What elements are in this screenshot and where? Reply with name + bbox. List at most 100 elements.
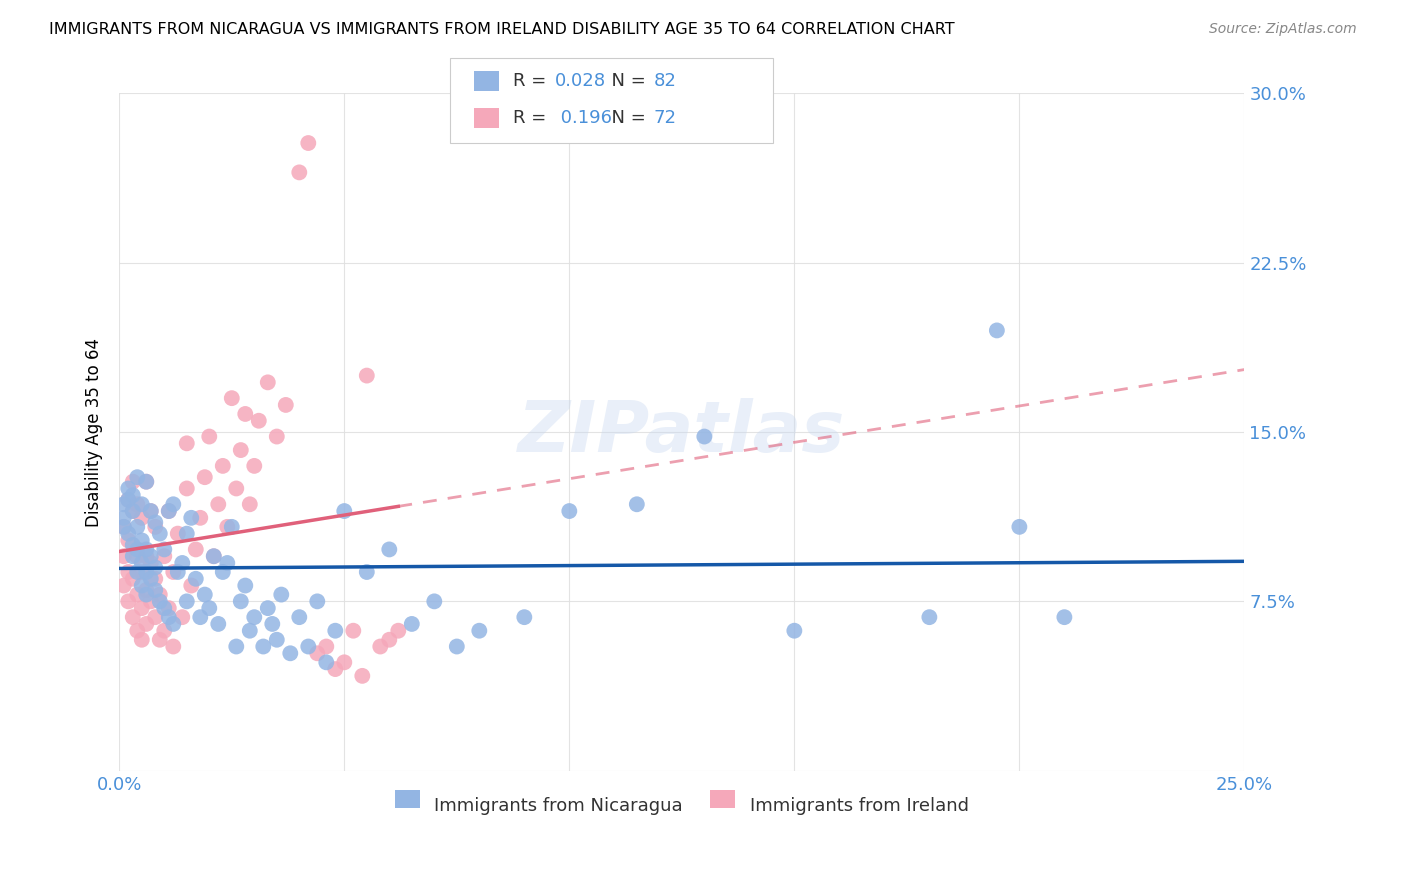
Point bbox=[127, 588, 149, 602]
Point bbox=[166, 526, 188, 541]
Point bbox=[139, 504, 162, 518]
Point bbox=[198, 429, 221, 443]
Text: R =: R = bbox=[513, 72, 553, 90]
Point bbox=[112, 549, 135, 564]
Point bbox=[176, 594, 198, 608]
Legend: Immigrants from Nicaragua, Immigrants from Ireland: Immigrants from Nicaragua, Immigrants fr… bbox=[388, 789, 976, 822]
Point bbox=[356, 565, 378, 579]
Point bbox=[139, 572, 162, 586]
Point bbox=[135, 616, 157, 631]
Point bbox=[127, 520, 149, 534]
Y-axis label: Disability Age 35 to 64: Disability Age 35 to 64 bbox=[86, 337, 103, 526]
Point bbox=[153, 601, 176, 615]
Point bbox=[117, 565, 139, 579]
Point bbox=[297, 136, 319, 150]
Point bbox=[166, 565, 188, 579]
Point bbox=[352, 669, 374, 683]
Point bbox=[135, 475, 157, 489]
Point bbox=[157, 610, 180, 624]
Point bbox=[233, 407, 256, 421]
Point bbox=[266, 429, 288, 443]
Point bbox=[217, 556, 239, 570]
Point bbox=[239, 497, 262, 511]
Point bbox=[112, 520, 135, 534]
Point bbox=[194, 470, 217, 484]
Text: ZIPatlas: ZIPatlas bbox=[519, 398, 845, 467]
Point bbox=[127, 565, 149, 579]
Point bbox=[143, 520, 166, 534]
Point bbox=[162, 497, 184, 511]
Point bbox=[143, 583, 166, 598]
Point bbox=[323, 662, 346, 676]
Point bbox=[121, 549, 143, 564]
Point bbox=[162, 640, 184, 654]
Point bbox=[127, 624, 149, 638]
Point bbox=[112, 578, 135, 592]
Point bbox=[180, 511, 202, 525]
Point bbox=[135, 588, 157, 602]
Text: Source: ZipAtlas.com: Source: ZipAtlas.com bbox=[1209, 22, 1357, 37]
Point bbox=[239, 624, 262, 638]
Point bbox=[288, 165, 311, 179]
Point bbox=[180, 578, 202, 592]
Point bbox=[153, 624, 176, 638]
Point bbox=[139, 549, 162, 564]
Point bbox=[162, 616, 184, 631]
Point bbox=[121, 504, 143, 518]
Point bbox=[423, 594, 446, 608]
Point bbox=[149, 588, 172, 602]
Point bbox=[127, 470, 149, 484]
Point bbox=[198, 601, 221, 615]
Point bbox=[135, 583, 157, 598]
Point bbox=[131, 511, 153, 525]
Point bbox=[342, 624, 364, 638]
Point bbox=[225, 482, 247, 496]
Point bbox=[162, 565, 184, 579]
Point bbox=[153, 549, 176, 564]
Point bbox=[157, 504, 180, 518]
Point bbox=[1053, 610, 1076, 624]
Point bbox=[207, 616, 229, 631]
Point bbox=[176, 482, 198, 496]
Point bbox=[207, 497, 229, 511]
Point bbox=[274, 398, 297, 412]
Point bbox=[266, 632, 288, 647]
Point bbox=[188, 610, 211, 624]
Point bbox=[117, 533, 139, 548]
Point bbox=[297, 640, 319, 654]
Point bbox=[188, 511, 211, 525]
Point bbox=[401, 616, 423, 631]
Point bbox=[307, 646, 329, 660]
Point bbox=[211, 458, 233, 473]
Point bbox=[1008, 520, 1031, 534]
Point bbox=[256, 601, 278, 615]
Point bbox=[278, 646, 301, 660]
Point bbox=[986, 323, 1008, 337]
Point bbox=[307, 594, 329, 608]
Point bbox=[356, 368, 378, 383]
Point bbox=[131, 533, 153, 548]
Point bbox=[157, 601, 180, 615]
Point bbox=[143, 610, 166, 624]
Point bbox=[112, 497, 135, 511]
Point bbox=[143, 560, 166, 574]
Point bbox=[184, 542, 207, 557]
Point bbox=[139, 594, 162, 608]
Point bbox=[117, 482, 139, 496]
Point bbox=[221, 391, 243, 405]
Text: IMMIGRANTS FROM NICARAGUA VS IMMIGRANTS FROM IRELAND DISABILITY AGE 35 TO 64 COR: IMMIGRANTS FROM NICARAGUA VS IMMIGRANTS … bbox=[49, 22, 955, 37]
Point bbox=[127, 497, 149, 511]
Point bbox=[143, 516, 166, 530]
Point bbox=[131, 556, 153, 570]
Point bbox=[131, 578, 153, 592]
Point bbox=[221, 520, 243, 534]
Text: 82: 82 bbox=[654, 72, 676, 90]
Point bbox=[131, 601, 153, 615]
Point bbox=[153, 542, 176, 557]
Point bbox=[288, 610, 311, 624]
Point bbox=[149, 526, 172, 541]
Point bbox=[217, 520, 239, 534]
Point bbox=[323, 624, 346, 638]
Point bbox=[626, 497, 648, 511]
Point bbox=[121, 572, 143, 586]
